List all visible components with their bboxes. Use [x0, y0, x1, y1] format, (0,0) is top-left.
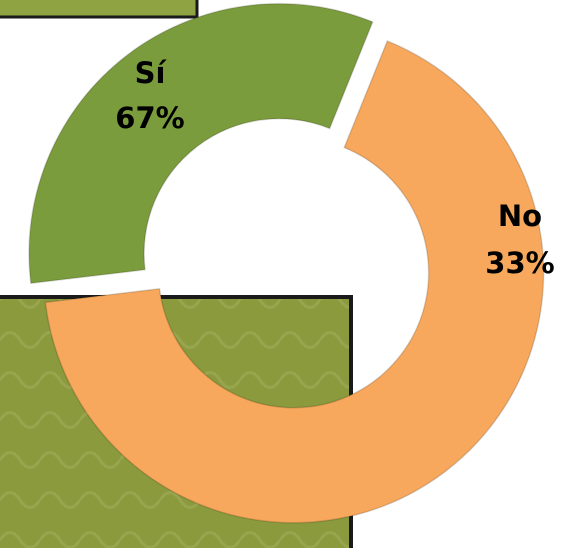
background-panel [0, 0, 199, 19]
donut [28, 3, 545, 524]
slice-label: Sí [135, 56, 168, 90]
slice-value-label: 33% [485, 246, 554, 280]
slice-value-label: 67% [115, 101, 184, 135]
donut-slice [28, 3, 374, 285]
donut-slice [44, 39, 545, 524]
slice-label: No [498, 199, 542, 233]
